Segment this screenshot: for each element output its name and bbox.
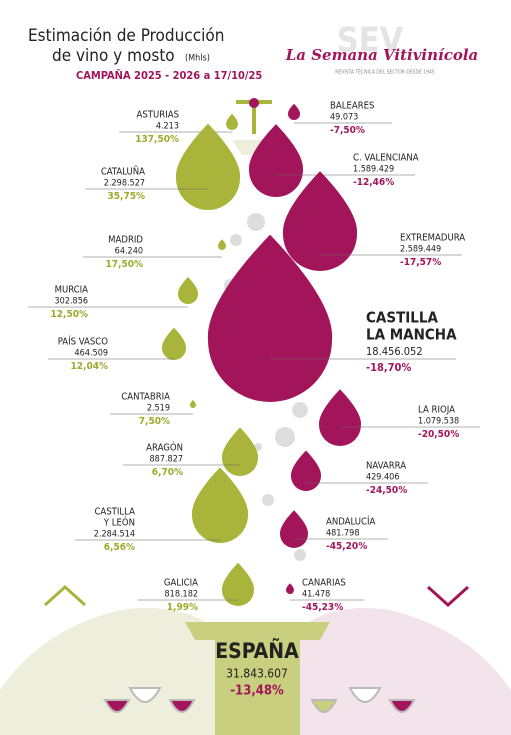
region-name: CASTILLA [366,309,438,327]
total-name: ESPAÑA [215,638,299,663]
drop [189,399,197,408]
brand-name: La Semana Vitivinícola [285,46,479,64]
region-change: 6,56% [104,542,135,553]
region-change: 12,04% [71,361,108,372]
drop [285,583,295,594]
drop [221,427,259,476]
total-production: 31.843.607 [226,667,288,681]
region-production: 302.856 [55,297,88,307]
region-production: 2.589.449 [400,245,441,255]
total-change: -13,48% [230,684,284,699]
region-change: 1,99% [167,602,198,613]
region-name: EXTREMADURA [400,233,465,244]
region-name: PAÍS VASCO [58,336,109,348]
drop [221,562,255,606]
drop [161,327,187,360]
region-change: -18,70% [366,361,411,374]
drop [207,234,333,402]
drop [217,239,227,250]
drop [282,171,358,271]
region-production: 1.589.429 [353,165,394,175]
region-production: 2.298.527 [104,179,145,189]
region-change: 12,50% [51,309,88,320]
region-production: 429.406 [366,473,399,483]
brand-logo: SEV [337,21,404,61]
region-change: -17,57% [400,257,441,268]
region-change: 6,70% [152,467,183,478]
region-change: 17,50% [106,259,143,270]
region-change: 137,50% [135,134,179,145]
title: de vino y mosto [52,46,175,66]
region-name: CATALUÑA [101,167,145,178]
region-production: 4.213 [156,122,179,132]
drop [248,124,304,197]
drop [287,103,301,120]
drop [318,389,362,446]
region-change: -12,46% [353,177,394,188]
drop [290,450,322,491]
bg-shape [290,608,511,735]
region-name: Y LEÓN [103,517,135,529]
region-name: LA RIOJA [418,405,455,416]
region-name: C. VALENCIANA [353,153,419,164]
drop [191,467,249,543]
region-change: 35,75% [108,191,145,202]
region-production: 887.827 [150,455,183,465]
region-name: CANARIAS [302,578,346,589]
region-name: CASTILLA [94,507,135,518]
region-production: 464.509 [75,349,108,359]
region-name: ARAGÓN [146,442,183,454]
region-production: 1.079.538 [418,417,459,427]
title: Estimación de Producción [28,26,224,46]
region-name: ANDALUCÍA [326,516,376,528]
region-name: GALICIA [164,578,198,589]
drop [279,510,309,548]
region-production: 18.456.052 [366,345,423,358]
region-name: CANTABRIA [121,392,170,403]
region-name: ASTURIAS [137,110,179,121]
region-production: 481.798 [326,529,359,539]
campaign: CAMPAÑA 2025 - 2026 a 17/10/25 [76,69,262,82]
region-change: -45,23% [302,602,343,613]
region-name: NAVARRA [366,461,406,472]
brand-tagline: REVISTA TÉCNICA DEL SECTOR DESDE 1945 [335,68,435,76]
drop [175,123,241,210]
region-production: 49.073 [330,113,358,123]
region-change: -24,50% [366,485,407,496]
region-name: MADRID [108,235,143,246]
region-change: -45,20% [326,541,367,552]
region-production: 2.284.514 [94,530,135,540]
region-change: -20,50% [418,429,459,440]
region-production: 41.478 [302,590,330,600]
region-production: 818.182 [165,590,198,600]
drop [177,277,199,304]
region-change: 7,50% [139,416,170,427]
region-change: -7,50% [330,125,365,136]
drop [225,113,239,130]
region-production: 2.519 [147,404,170,414]
unit: (Mhls) [185,54,210,64]
region-name: MURCIA [55,285,89,296]
region-name: BALEARES [330,101,374,112]
region-name: LA MANCHA [366,326,457,344]
region-production: 64.240 [115,247,143,257]
